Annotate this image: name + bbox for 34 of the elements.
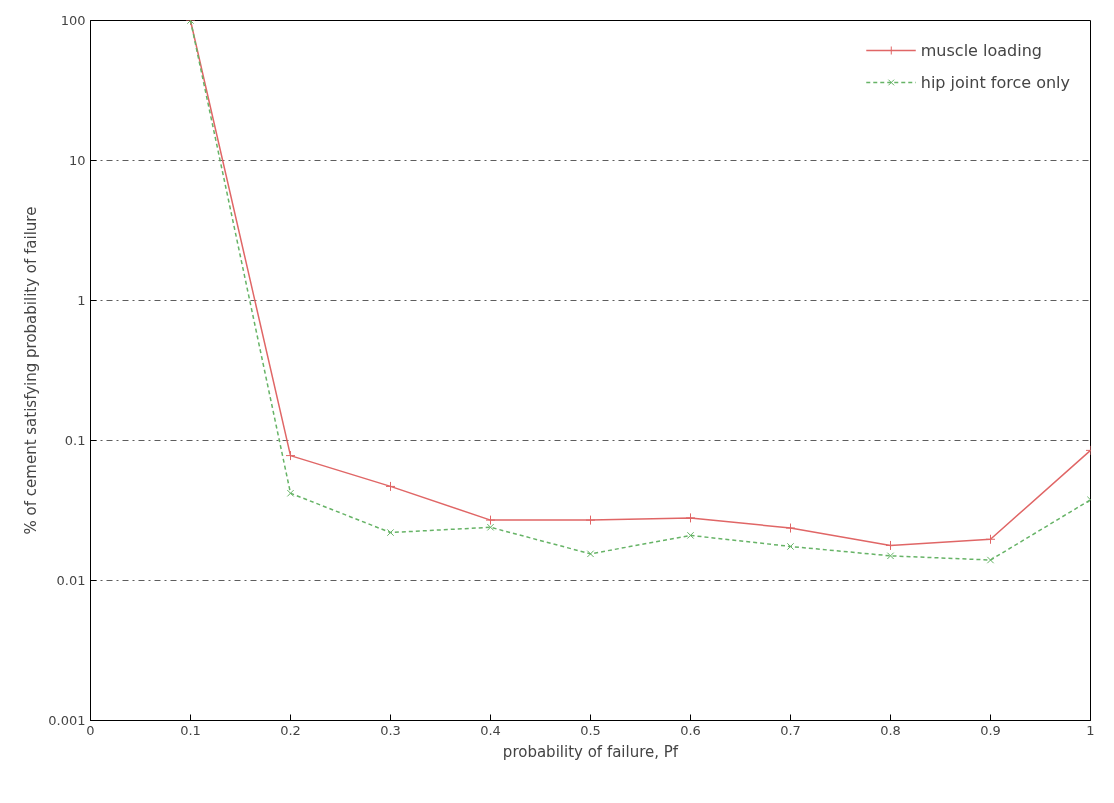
y-tick-label: 1: [77, 293, 86, 308]
y-tick-label: 10: [68, 153, 86, 168]
x-tick-label: 0.6: [680, 722, 701, 738]
point: [585, 515, 596, 526]
point: [286, 489, 295, 497]
x-tick-label: 0: [86, 722, 95, 738]
y-tick-label: 100: [60, 13, 86, 28]
x-tick-label: 0.1: [180, 722, 201, 738]
point: [985, 534, 996, 545]
point: [486, 523, 495, 531]
point: [785, 523, 796, 534]
x-tick-label: 1: [1086, 722, 1095, 738]
x-tick-label: 0.7: [780, 722, 801, 738]
x-tick-label: 0.9: [980, 722, 1001, 738]
point: [385, 481, 396, 492]
point: [586, 550, 595, 558]
x-axis-title: probability of failure, Pf: [502, 742, 679, 761]
y-axis-title: % of cement satisfying probability of failure: [22, 206, 41, 535]
y-tick-label: 0.001: [48, 713, 86, 728]
x-tick-label: 0.2: [280, 722, 301, 738]
x-tick-label: 0.5: [580, 722, 601, 738]
point: [285, 450, 296, 461]
point: [485, 515, 496, 526]
x-tick-label: 0.8: [880, 722, 901, 738]
y-tick-label: 0.1: [64, 433, 86, 448]
point: [686, 531, 695, 540]
x-tick-label: 0.3: [380, 722, 401, 738]
legend-label: hip joint force only: [920, 72, 1070, 92]
legend-label: muscle loading: [920, 40, 1042, 60]
x-tick-label: 0.4: [480, 722, 501, 738]
point: [685, 512, 696, 523]
y-tick-label: 0.01: [56, 573, 86, 588]
point: [986, 556, 995, 564]
point: [886, 552, 895, 560]
